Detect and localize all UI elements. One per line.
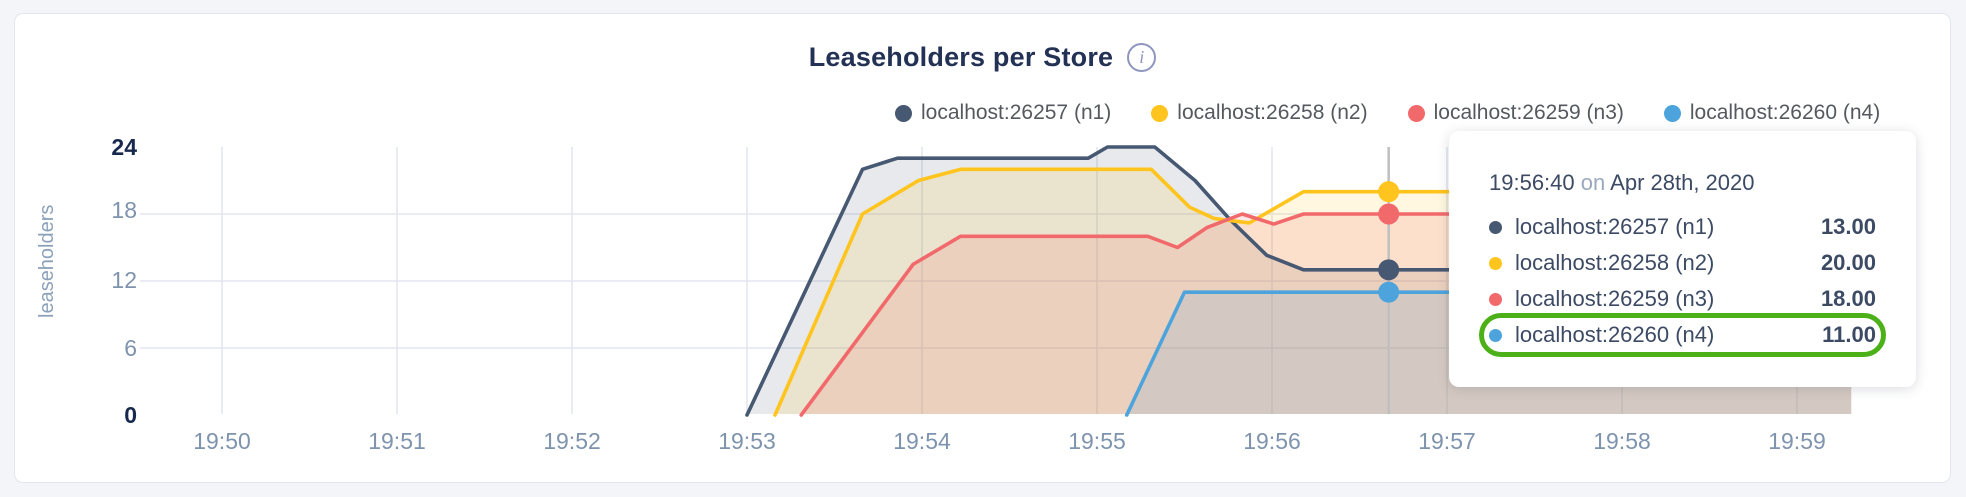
y-tick-label: 18 — [111, 197, 137, 223]
x-tick-label: 19:57 — [1418, 428, 1476, 454]
legend-item-n2[interactable]: localhost:26258 (n2) — [1151, 101, 1368, 125]
tooltip-row: localhost:26258 (n2) 20.00 — [1449, 245, 1916, 281]
y-tick-label: 12 — [111, 267, 137, 293]
tooltip-row-value: 18.00 — [1820, 286, 1876, 311]
legend-swatch — [1151, 104, 1169, 122]
page-title: Leaseholders per Store — [808, 42, 1114, 72]
legend-label: localhost:26260 (n4) — [1689, 101, 1881, 124]
tooltip-row-swatch — [1489, 256, 1502, 270]
tooltip-highlight-row: localhost:26260 (n4) 11.00 — [1479, 313, 1886, 357]
y-tick-label: 0 — [124, 402, 137, 428]
chart-tooltip: 19:56:40 on Apr 28th, 2020 localhost:262… — [1449, 131, 1916, 387]
y-tick-label: 6 — [124, 335, 137, 361]
legend: localhost:26257 (n1) localhost:26258 (n2… — [895, 101, 1880, 125]
legend-label: localhost:26258 (n2) — [1177, 101, 1368, 124]
legend-item-n4[interactable]: localhost:26260 (n4) — [1663, 101, 1881, 125]
legend-label: localhost:26259 (n3) — [1433, 101, 1624, 124]
legend-swatch — [895, 104, 912, 122]
tooltip-time: 19:56:40 — [1489, 170, 1575, 195]
tooltip-date: Apr 28th, 2020 — [1610, 170, 1755, 195]
tooltip-row-swatch — [1489, 220, 1502, 234]
x-tick-label: 19:50 — [193, 428, 251, 454]
legend-label: localhost:26257 (n1) — [921, 101, 1112, 124]
x-tick-label: 19:51 — [368, 428, 426, 454]
tooltip-on: on — [1580, 170, 1606, 195]
tooltip-row-value: 11.00 — [1822, 322, 1876, 347]
legend-item-n1[interactable]: localhost:26257 (n1) — [895, 101, 1111, 125]
tooltip-row-swatch — [1489, 292, 1502, 306]
legend-swatch — [1407, 104, 1425, 122]
x-tick-label: 19:56 — [1243, 428, 1301, 454]
tooltip-row-swatch — [1489, 328, 1502, 342]
legend-item-n3[interactable]: localhost:26259 (n3) — [1407, 101, 1624, 125]
tooltip-row-label: localhost:26257 (n1) — [1515, 214, 1715, 239]
info-icon-glyph: i — [1139, 46, 1145, 67]
legend-swatch — [1663, 104, 1681, 122]
tooltip-row-label: localhost:26260 (n4) — [1515, 322, 1715, 347]
tooltip-row-value: 20.00 — [1820, 250, 1876, 275]
tooltip-row: localhost:26257 (n1) 13.00 — [1449, 209, 1916, 245]
x-tick-label: 19:54 — [893, 428, 951, 454]
x-tick-label: 19:59 — [1768, 428, 1826, 454]
x-tick-label: 19:55 — [1068, 428, 1126, 454]
chart-header: Leaseholders per Store i — [14, 42, 1951, 73]
x-tick-label: 19:52 — [543, 428, 601, 454]
x-tick-label: 19:53 — [718, 428, 776, 454]
tooltip-row: localhost:26259 (n3) 18.00 — [1449, 281, 1916, 317]
tooltip-timestamp: 19:56:40 on Apr 28th, 2020 — [1489, 169, 1876, 197]
x-tick-label: 19:58 — [1593, 428, 1651, 454]
y-tick-label: 24 — [111, 134, 137, 160]
tooltip-row-label: localhost:26258 (n2) — [1515, 250, 1715, 275]
tooltip-row-label: localhost:26259 (n3) — [1515, 286, 1715, 311]
tooltip-row-value: 13.00 — [1820, 214, 1876, 239]
info-icon[interactable]: i — [1127, 43, 1157, 72]
